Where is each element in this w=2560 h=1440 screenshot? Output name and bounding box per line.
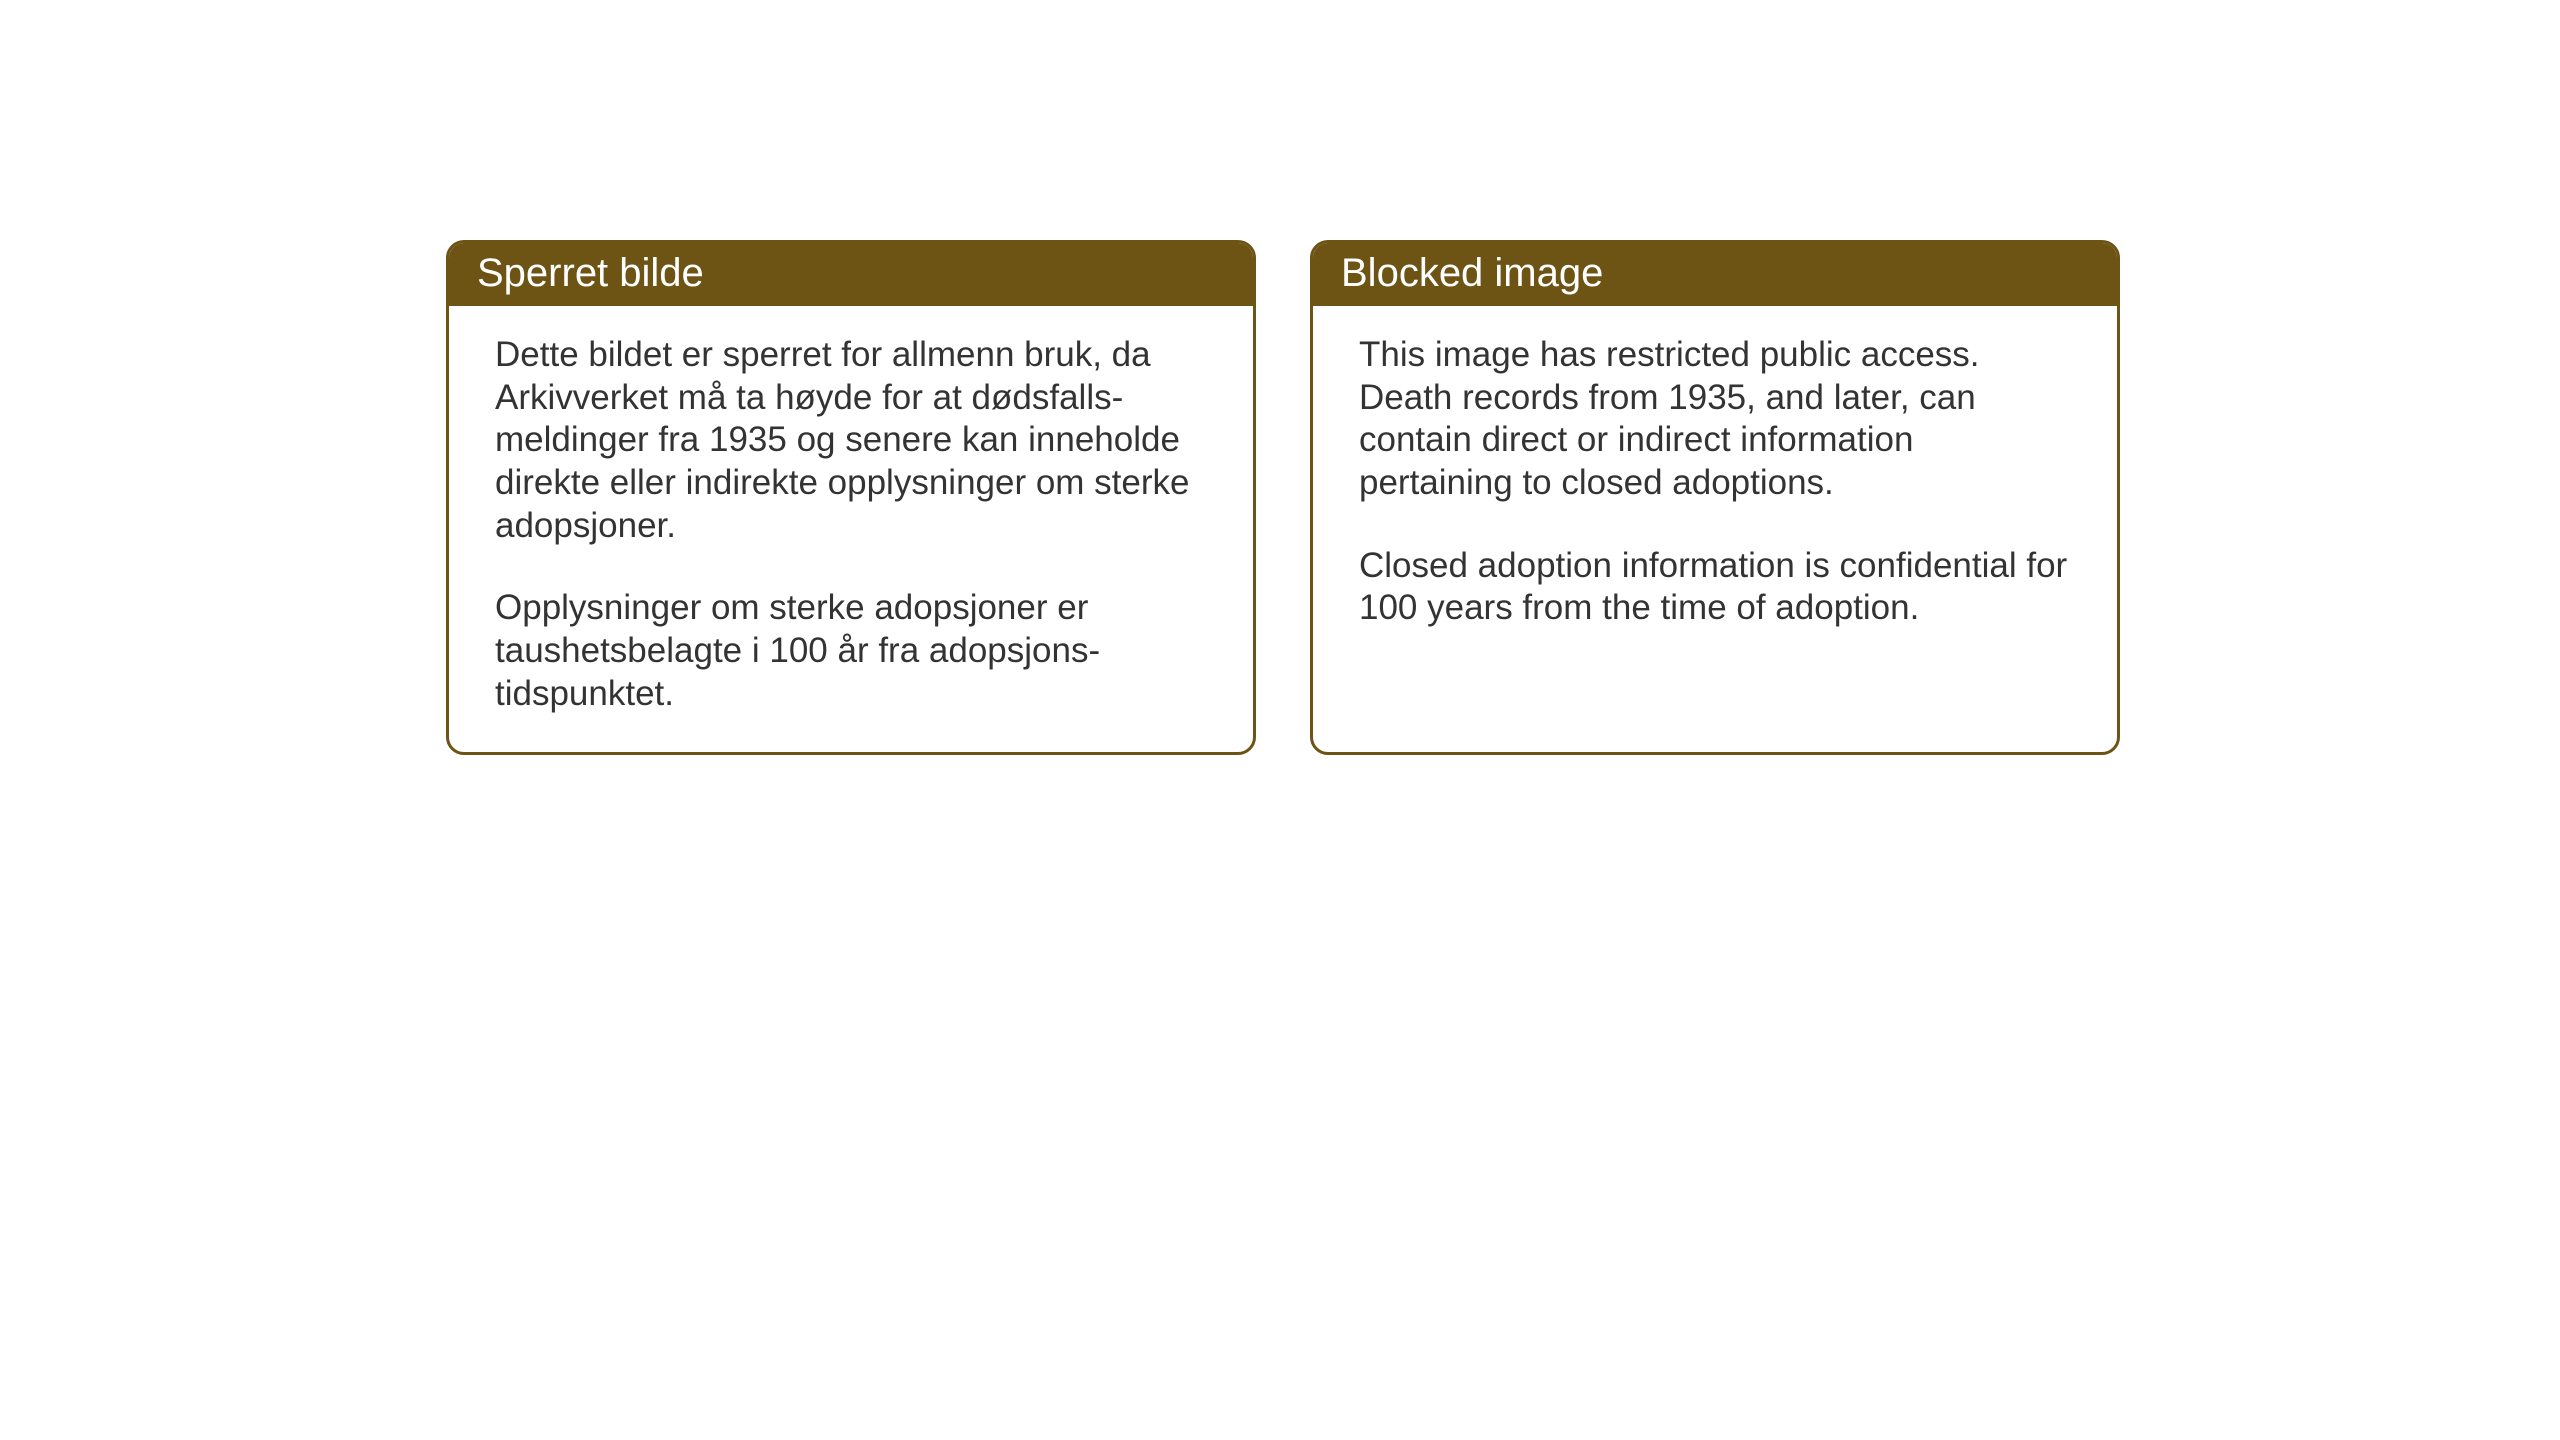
card-body-norwegian: Dette bildet er sperret for allmenn bruk…	[449, 306, 1253, 752]
notice-card-english: Blocked image This image has restricted …	[1310, 240, 2120, 755]
card-header-english: Blocked image	[1313, 243, 2117, 306]
card-paragraph-2-norwegian: Opplysninger om sterke adopsjoner er tau…	[495, 587, 1207, 715]
card-body-english: This image has restricted public access.…	[1313, 306, 2117, 666]
card-header-norwegian: Sperret bilde	[449, 243, 1253, 306]
card-paragraph-2-english: Closed adoption information is confident…	[1359, 545, 2071, 630]
card-paragraph-1-english: This image has restricted public access.…	[1359, 334, 2071, 505]
notice-container: Sperret bilde Dette bildet er sperret fo…	[446, 240, 2120, 755]
notice-card-norwegian: Sperret bilde Dette bildet er sperret fo…	[446, 240, 1256, 755]
card-paragraph-1-norwegian: Dette bildet er sperret for allmenn bruk…	[495, 334, 1207, 547]
